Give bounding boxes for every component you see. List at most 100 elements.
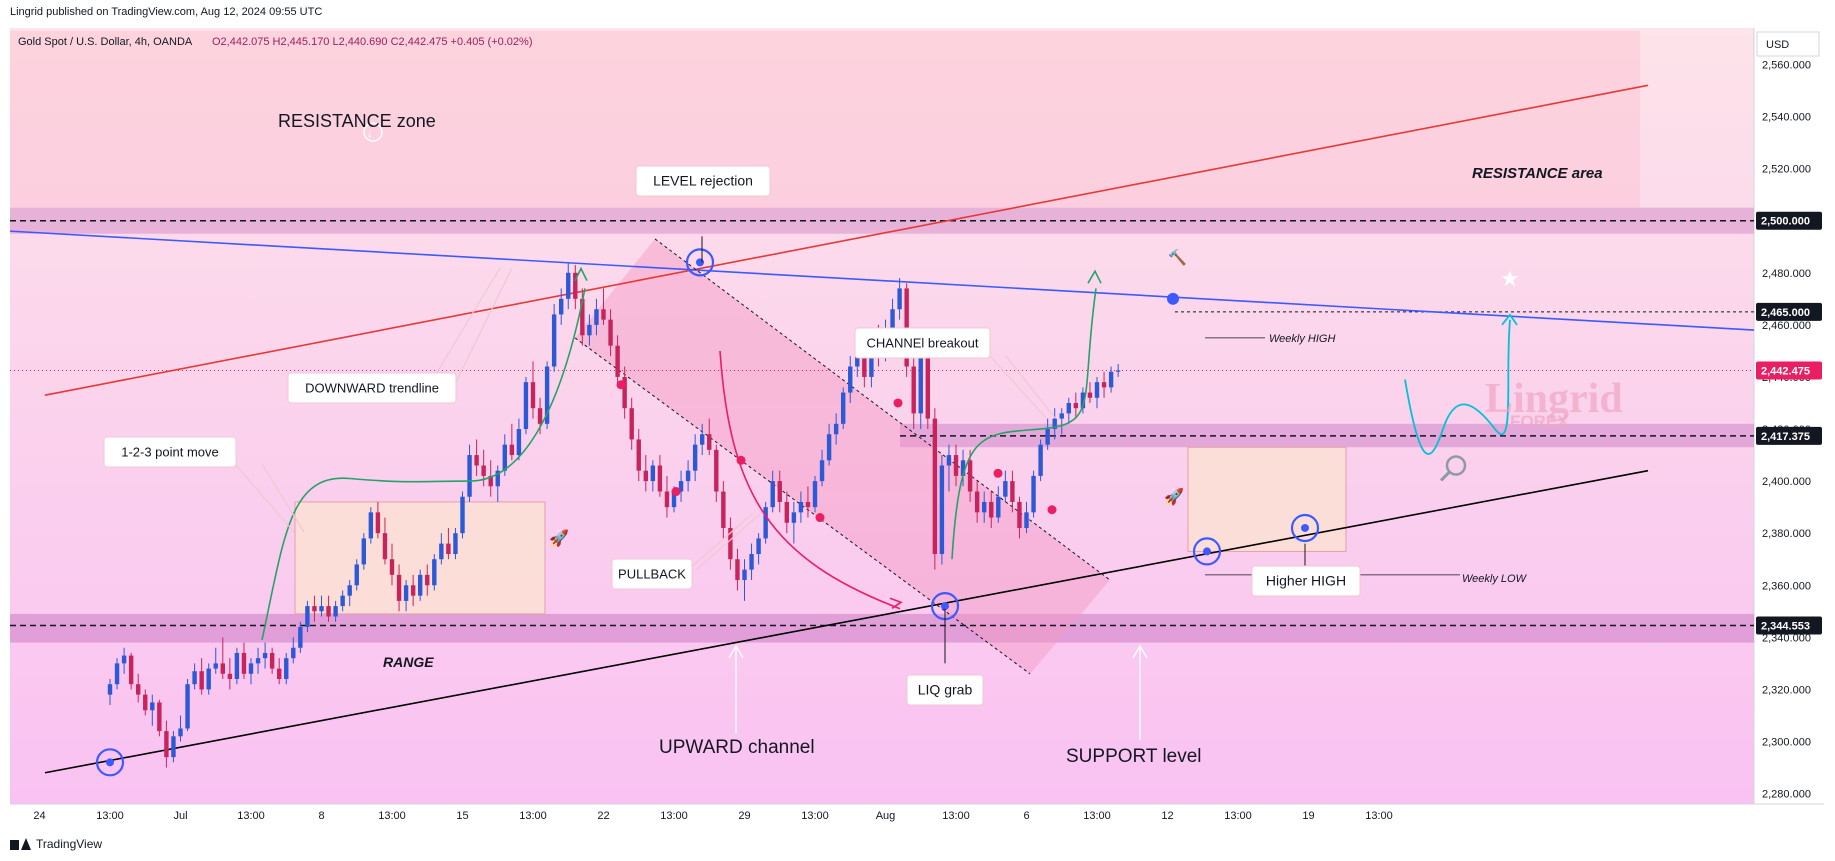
time-tick-label: Jul <box>173 810 187 822</box>
candle <box>136 673 141 703</box>
candle <box>269 647 275 674</box>
candle <box>347 580 352 607</box>
candle <box>157 699 162 737</box>
support-band <box>10 613 1754 643</box>
price-tick-label: 2,320.000 <box>1762 684 1811 696</box>
price-tick-label: 2,280.000 <box>1762 789 1811 801</box>
label-downward-trendline-box <box>287 372 457 404</box>
candle <box>650 460 656 492</box>
pivot-circle-marker <box>1290 513 1320 543</box>
candle <box>819 449 825 487</box>
time-tick-label: 13:00 <box>1365 810 1393 822</box>
projection-path <box>1404 319 1511 455</box>
currency-box[interactable] <box>1756 31 1820 57</box>
candle <box>1066 397 1071 424</box>
candle <box>735 548 740 591</box>
svg-text:2,500.000: 2,500.000 <box>1761 216 1810 228</box>
price-tag[interactable]: 2,344.553 <box>1756 616 1822 635</box>
candle <box>777 470 782 513</box>
time-tick-label: 15 <box>456 810 468 822</box>
candle <box>636 429 641 482</box>
price-tick-label: 2,480.000 <box>1762 268 1811 280</box>
time-tick-label: 13:00 <box>801 810 829 822</box>
candle <box>418 569 423 601</box>
price-tag[interactable]: 2,465.000 <box>1756 302 1822 321</box>
drawing-lines <box>9 84 1755 774</box>
resistance-zone-fill <box>10 30 1640 208</box>
candle <box>657 455 663 497</box>
upward-arrowhead <box>728 644 744 659</box>
candle <box>953 444 959 487</box>
candle <box>643 455 648 492</box>
price-tick-label: 2,340.000 <box>1762 632 1811 644</box>
price-tick-label: 2,520.000 <box>1762 164 1811 176</box>
footer-brand[interactable]: TradingView <box>10 837 102 851</box>
plot-background <box>10 28 1754 804</box>
candle <box>678 470 684 502</box>
price-tick-label: 2,560.000 <box>1762 59 1811 71</box>
rocket-down-icon: 🚀 <box>1164 487 1184 506</box>
price-tag[interactable]: 2,417.375 <box>1756 426 1822 445</box>
candle <box>601 288 606 325</box>
candle <box>566 262 571 310</box>
high-dot-marker <box>1167 292 1179 305</box>
candle <box>185 679 190 732</box>
pivot-dot-marker <box>1203 547 1211 556</box>
candle <box>143 689 148 716</box>
price-chart[interactable]: ★ ↓ 🚀 🚀 🔨 LEVEL rejection DOWNWARD trendline 1… <box>0 0 1835 835</box>
candle <box>622 366 627 419</box>
label-resistance-area: RESISTANCE area <box>1472 165 1603 182</box>
candle <box>974 481 980 523</box>
candle <box>516 418 522 461</box>
magnifier-icon <box>1445 455 1467 476</box>
candle <box>326 595 331 622</box>
time-axis[interactable]: 24 13:00 Jul 13:00 8 13:00 15 13:00 22 13:00 29 13:… <box>33 810 1392 822</box>
candle <box>1031 470 1036 518</box>
candle <box>742 559 747 601</box>
candle <box>213 647 218 674</box>
candle <box>509 423 515 461</box>
price-axis-background <box>1754 28 1824 804</box>
pullback-arrowhead <box>889 597 903 609</box>
label-pullback: PULLBACK <box>618 567 686 582</box>
candle <box>495 465 500 502</box>
callout-pointer <box>989 355 1047 419</box>
candle <box>340 590 345 612</box>
price-tag[interactable]: 2,500.000 <box>1756 211 1822 230</box>
rising-resistance-line <box>44 84 1649 396</box>
candle <box>848 356 853 403</box>
currency-label: USD <box>1766 39 1789 51</box>
price-tag[interactable]: 2,442.475 <box>1756 361 1822 380</box>
candle <box>298 621 303 653</box>
candle <box>749 543 754 581</box>
candle <box>1087 382 1093 403</box>
pullback-channel-fill <box>575 238 1110 674</box>
candle <box>700 423 705 456</box>
candle <box>375 501 381 539</box>
candle <box>728 517 733 570</box>
time-axis-background <box>10 804 1824 828</box>
candle <box>544 361 550 430</box>
candle <box>721 481 726 539</box>
candle <box>403 580 409 612</box>
time-tick-label: 6 <box>1023 810 1029 822</box>
published-by: Lingrid published on TradingView.com, Au… <box>10 6 323 18</box>
label-pullback-box <box>611 558 693 590</box>
candle <box>1059 408 1064 435</box>
candle <box>530 361 536 419</box>
candle <box>960 449 966 487</box>
candle <box>460 491 465 539</box>
price-axis[interactable]: 2,280.000 2,300.000 2,320.000 2,340.000 2,36… <box>1756 59 1822 801</box>
candle <box>1017 496 1022 539</box>
candle <box>368 507 374 544</box>
candle <box>1115 363 1121 377</box>
svg-text:2,442.475: 2,442.475 <box>1761 365 1810 377</box>
time-tick-label: 13:00 <box>519 810 547 822</box>
price-tick-label: 2,360.000 <box>1762 580 1811 592</box>
arrow-down-circle-icon <box>363 122 383 142</box>
candle <box>114 658 120 690</box>
candle <box>911 345 916 430</box>
footer-brand-label: TradingView <box>36 837 103 851</box>
label-downward-trendline: DOWNWARD trendline <box>305 381 439 396</box>
candle <box>664 475 670 518</box>
